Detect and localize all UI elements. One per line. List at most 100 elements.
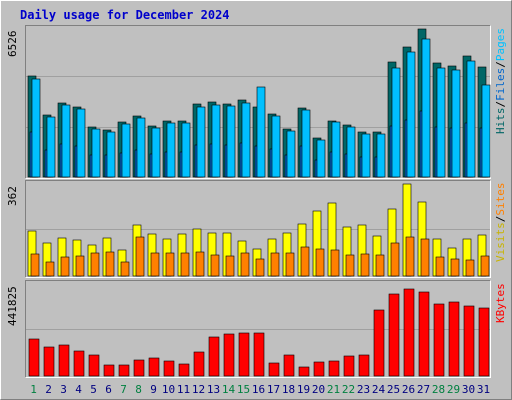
day-label-5: 5 <box>90 383 97 396</box>
bar-kbytes-day-3 <box>58 344 70 377</box>
bar-pages-day-7 <box>121 123 131 178</box>
bar-sites-day-16 <box>255 258 265 277</box>
bar-sites-day-5 <box>90 252 100 277</box>
bar-sites-day-8 <box>135 236 145 277</box>
panel-traffic-legend: Hits/Files/Pages <box>494 28 507 134</box>
day-label-2: 2 <box>45 383 52 396</box>
day-label-7: 7 <box>120 383 127 396</box>
day-label-26: 26 <box>402 383 415 396</box>
bar-sites-day-20 <box>315 248 325 277</box>
bar-sites-day-11 <box>180 252 190 277</box>
bar-pages-day-25 <box>391 67 401 178</box>
day-label-12: 12 <box>192 383 205 396</box>
day-label-18: 18 <box>282 383 295 396</box>
bar-kbytes-day-27 <box>418 291 430 377</box>
bar-kbytes-day-30 <box>463 305 475 377</box>
panel-volume-max-label: 441825 <box>6 285 19 326</box>
bar-pages-day-20 <box>316 139 326 178</box>
bar-pages-day-10 <box>166 122 176 178</box>
bar-pages-day-4 <box>76 108 86 178</box>
bar-pages-day-5 <box>91 128 101 178</box>
bar-sites-day-3 <box>60 256 70 277</box>
day-label-13: 13 <box>207 383 220 396</box>
bar-pages-day-3 <box>61 104 71 178</box>
bar-kbytes-day-13 <box>208 336 220 377</box>
bar-sites-day-10 <box>165 252 175 277</box>
day-label-15: 15 <box>237 383 250 396</box>
day-label-30: 30 <box>462 383 475 396</box>
bar-pages-day-8 <box>136 117 146 178</box>
day-label-22: 22 <box>342 383 355 396</box>
bar-sites-day-13 <box>210 254 220 277</box>
legend-label-kbytes: KBytes <box>494 282 507 323</box>
bar-pages-day-2 <box>46 116 56 178</box>
bar-pages-day-31 <box>481 84 491 178</box>
legend-label-separator: / <box>494 215 507 223</box>
day-label-3: 3 <box>60 383 67 396</box>
bar-sites-day-7 <box>120 261 130 277</box>
bar-kbytes-day-20 <box>313 361 325 377</box>
bar-pages-day-29 <box>451 69 461 178</box>
day-label-8: 8 <box>135 383 142 396</box>
bar-kbytes-day-31 <box>478 307 490 377</box>
day-label-19: 19 <box>297 383 310 396</box>
bar-kbytes-day-6 <box>103 364 115 377</box>
panel-volume-shadow <box>25 280 491 378</box>
bar-kbytes-day-5 <box>88 354 100 377</box>
legend-label-hits: Hits <box>494 107 507 134</box>
bar-pages-day-15 <box>241 102 251 178</box>
panel-volume-legend: KBytes <box>494 283 507 323</box>
day-label-10: 10 <box>162 383 175 396</box>
bar-sites-day-14 <box>225 255 235 277</box>
bar-kbytes-day-10 <box>163 360 175 377</box>
bar-sites-day-4 <box>75 255 85 277</box>
day-label-11: 11 <box>177 383 190 396</box>
bar-sites-day-2 <box>45 261 55 277</box>
day-label-23: 23 <box>357 383 370 396</box>
bar-pages-day-17 <box>271 115 281 178</box>
bar-sites-day-26 <box>405 236 415 277</box>
panel-volume-highlight <box>25 280 491 378</box>
day-label-21: 21 <box>327 383 340 396</box>
day-label-27: 27 <box>417 383 430 396</box>
bar-kbytes-day-2 <box>43 346 55 377</box>
panel-traffic-max-label: 6526 <box>6 30 19 58</box>
day-label-14: 14 <box>222 383 236 396</box>
bar-kbytes-day-25 <box>388 293 400 377</box>
bar-kbytes-day-28 <box>433 303 445 377</box>
day-label-9: 9 <box>150 383 157 396</box>
bar-pages-day-13 <box>211 104 221 178</box>
bar-sites-day-9 <box>150 252 160 277</box>
bar-kbytes-day-12 <box>193 351 205 377</box>
bar-pages-day-18 <box>286 130 296 178</box>
bar-pages-day-21 <box>331 121 341 178</box>
bar-kbytes-day-14 <box>223 333 235 377</box>
bar-kbytes-day-4 <box>73 350 85 377</box>
legend-label-separator: / <box>494 60 507 68</box>
bar-pages-day-24 <box>376 133 386 178</box>
bar-pages-day-22 <box>346 126 356 178</box>
bar-sites-day-31 <box>480 255 490 277</box>
bar-sites-day-23 <box>360 253 370 277</box>
bar-sites-day-30 <box>465 259 475 277</box>
day-label-1: 1 <box>30 383 37 396</box>
bar-pages-day-6 <box>106 131 116 178</box>
bar-sites-day-12 <box>195 251 205 277</box>
day-label-25: 25 <box>387 383 400 396</box>
bar-sites-day-15 <box>240 252 250 277</box>
day-label-20: 20 <box>312 383 325 396</box>
bar-sites-day-29 <box>450 258 460 277</box>
bar-kbytes-day-19 <box>298 366 310 377</box>
bar-sites-day-25 <box>390 242 400 277</box>
bar-pages-day-11 <box>181 122 191 178</box>
bar-kbytes-day-29 <box>448 301 460 377</box>
bar-pages-day-12 <box>196 106 206 178</box>
day-label-17: 17 <box>267 383 280 396</box>
bar-pages-day-30 <box>466 60 476 178</box>
bar-pages-day-19 <box>301 109 311 178</box>
bar-pages-day-27 <box>421 38 431 178</box>
bar-sites-day-18 <box>285 252 295 277</box>
bar-pages-day-23 <box>361 133 371 178</box>
bar-kbytes-day-16 <box>253 332 265 377</box>
